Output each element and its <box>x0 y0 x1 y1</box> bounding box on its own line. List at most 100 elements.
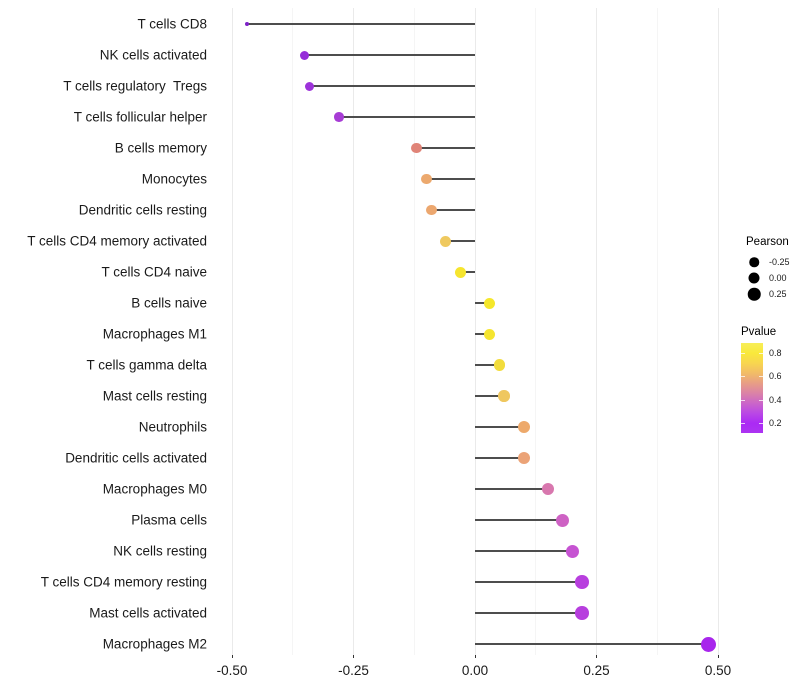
gridline-minor <box>413 8 415 655</box>
lollipop-stick <box>475 643 709 645</box>
y-axis-label: T cells CD8 <box>137 16 207 32</box>
y-axis-label: NK cells activated <box>99 47 207 63</box>
lollipop-stick <box>426 178 475 180</box>
lollipop-stick <box>475 488 548 490</box>
y-axis-label: Neutrophils <box>138 419 207 435</box>
y-axis-label: Macrophages M2 <box>102 636 207 652</box>
lollipop-stick <box>309 85 475 87</box>
x-tick <box>596 655 597 658</box>
colorbar-tick-label: 0.2 <box>769 417 782 428</box>
lollipop-dot <box>244 22 249 26</box>
colorbar-tick <box>759 399 763 401</box>
lollipop-dot <box>498 390 510 402</box>
lollipop-stick <box>460 271 475 273</box>
colorbar-tick-label: 0.8 <box>769 348 782 358</box>
x-tick-label: -0.50 <box>216 663 248 678</box>
gridline-minor <box>535 8 537 655</box>
lollipop-stick <box>431 209 475 211</box>
colorbar-tick <box>759 353 763 354</box>
y-axis-label: Dendritic cells resting <box>78 202 207 218</box>
lollipop-dot <box>411 142 422 154</box>
lollipop-stick <box>304 54 475 56</box>
y-axis-label: Macrophages M1 <box>102 326 207 342</box>
x-tick-label: 0.25 <box>583 663 610 678</box>
lollipop-dot <box>305 81 315 91</box>
gridline-minor <box>292 8 294 655</box>
lollipop-stick <box>475 364 500 366</box>
y-axis-label: Plasma cells <box>131 512 207 528</box>
y-axis-label: T cells regulatory Tregs <box>63 78 207 94</box>
colorbar-tick <box>741 422 745 424</box>
x-tick <box>353 655 354 658</box>
size-legend-label: 0.25 <box>769 289 787 299</box>
lollipop-dot <box>300 50 310 60</box>
size-legend-label: 0.00 <box>769 273 787 283</box>
size-legend-title: Pearson <box>746 236 789 248</box>
gridline-major <box>231 8 233 655</box>
size-legend-label: -0.25 <box>769 257 790 267</box>
x-tick-label: 0.00 <box>461 663 489 678</box>
lollipop-dot <box>555 513 569 527</box>
y-axis-label: Mast cells activated <box>89 605 207 621</box>
lollipop-dot <box>493 359 506 371</box>
lollipop-stick <box>445 240 475 242</box>
colorbar-tick <box>759 422 763 424</box>
y-axis-label: NK cells resting <box>113 543 207 559</box>
colorbar-tick <box>741 353 745 354</box>
lollipop-dot <box>421 173 432 185</box>
lollipop-stick <box>475 302 490 304</box>
y-axis-label: T cells CD4 memory resting <box>40 574 207 590</box>
lollipop-dot <box>575 606 589 620</box>
y-axis-label: Mast cells resting <box>102 388 207 404</box>
x-tick-label: -0.25 <box>338 663 369 678</box>
colorbar-legend-title: Pvalue <box>741 326 777 338</box>
gridline-major <box>717 8 719 655</box>
y-axis-label: T cells CD4 naive <box>101 264 207 280</box>
size-legend-dot <box>748 272 760 284</box>
lollipop-dot <box>517 452 530 464</box>
gridline-major <box>474 8 476 655</box>
lollipop-stick <box>475 395 505 397</box>
y-axis-label: Macrophages M0 <box>102 481 207 497</box>
pvalue-colorbar <box>741 343 763 433</box>
lollipop-dot <box>484 297 496 309</box>
lollipop-dot <box>334 112 344 122</box>
lollipop-stick <box>475 612 582 614</box>
y-axis-label: B cells memory <box>114 140 207 156</box>
lollipop-stick <box>338 116 475 118</box>
lollipop-stick <box>416 147 475 149</box>
lollipop-dot <box>517 421 530 433</box>
lollipop-stick <box>475 550 573 552</box>
lollipop-stick <box>246 23 475 25</box>
lollipop-dot <box>700 636 716 652</box>
gridline-major <box>353 8 354 655</box>
lollipop-dot <box>541 482 555 496</box>
x-tick <box>717 655 719 658</box>
colorbar-tick-label: 0.4 <box>769 394 782 405</box>
lollipop-dot <box>440 235 452 247</box>
lollipop-stick <box>475 581 582 583</box>
lollipop-dot <box>575 575 589 589</box>
gridline-minor <box>656 8 658 655</box>
colorbar-tick <box>759 376 763 378</box>
colorbar-tick <box>741 376 745 378</box>
lollipop-dot <box>565 544 579 558</box>
y-axis-label: Dendritic cells activated <box>65 450 207 466</box>
x-tick-label: 0.50 <box>704 663 732 678</box>
lollipop-stick <box>475 457 524 459</box>
x-tick <box>231 655 233 658</box>
y-axis-label: B cells naive <box>131 295 207 311</box>
y-axis-label: T cells gamma delta <box>86 357 207 373</box>
size-legend-dot <box>749 257 759 267</box>
y-axis-label: T cells CD4 memory activated <box>27 233 207 249</box>
lollipop-dot <box>454 266 466 278</box>
lollipop-dot <box>426 204 437 216</box>
lollipop-stick <box>475 426 524 428</box>
x-tick <box>474 655 476 658</box>
size-legend-dot <box>747 287 761 301</box>
lollipop-stick <box>475 333 490 335</box>
colorbar-tick <box>741 399 745 401</box>
lollipop-stick <box>475 519 563 521</box>
y-axis-label: Monocytes <box>141 171 207 187</box>
